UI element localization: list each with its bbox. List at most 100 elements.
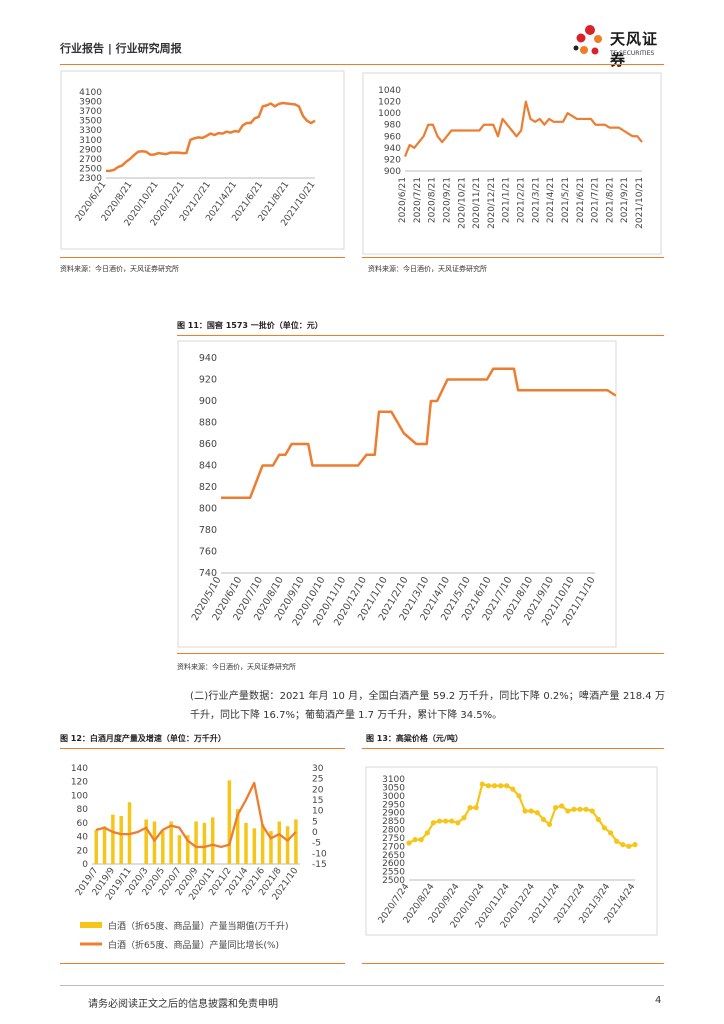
x-tick-label: 2020/9/21 xyxy=(442,177,452,223)
y-tick-label: 2650 xyxy=(382,851,405,861)
production-bar xyxy=(244,822,248,864)
report-header-title: 行业报告 | 行业研究周报 xyxy=(60,42,182,55)
fig13-title: 图 13：高粱价格（元/吨） xyxy=(366,734,463,743)
data-point xyxy=(443,818,449,824)
data-point xyxy=(516,793,522,799)
left-y-tick-label: 120 xyxy=(71,778,88,788)
y-tick-label: 900 xyxy=(199,396,217,407)
production-bar xyxy=(235,809,240,864)
y-tick-label: 2900 xyxy=(79,145,102,155)
y-tick-label: 1000 xyxy=(378,109,401,119)
left-y-tick-label: 140 xyxy=(71,764,88,774)
right-y-tick-label: 25 xyxy=(312,775,323,785)
y-tick-label: 840 xyxy=(199,461,217,472)
page-number: 4 xyxy=(655,995,662,1006)
data-point xyxy=(479,781,485,787)
x-tick-label: 2020/7/21 xyxy=(413,177,423,223)
data-point xyxy=(406,840,412,846)
y-tick-label: 2700 xyxy=(382,842,405,852)
data-point xyxy=(540,816,546,822)
y-tick-label: 2500 xyxy=(79,164,102,174)
y-tick-label: 960 xyxy=(384,132,401,142)
x-tick-label: 2021/4/21 xyxy=(546,177,556,223)
footer-rule xyxy=(60,985,664,986)
production-bar xyxy=(169,821,173,864)
fig12-title: 图 12：白酒月度产量及增速（单位：万千升） xyxy=(60,734,226,743)
production-bar xyxy=(194,821,198,864)
fig11-source: 资料来源：今日酒价，天风证券研究所 xyxy=(177,663,296,671)
data-point xyxy=(424,830,430,836)
x-tick-label: 2021/9/21 xyxy=(620,177,630,223)
y-tick-label: 2950 xyxy=(382,800,405,810)
fig12-bar-line-chart: 020406080100120140-15-10-505101520253020… xyxy=(71,764,327,951)
y-tick-label: 2300 xyxy=(79,174,102,184)
data-point xyxy=(626,843,632,849)
right-y-tick-label: -5 xyxy=(312,839,321,849)
production-bar xyxy=(177,835,182,864)
series-line xyxy=(106,101,316,173)
right-y-tick-label: 15 xyxy=(312,796,323,806)
top-left-source: 资料来源：今日酒价，天风证券研究所 xyxy=(60,265,179,273)
y-tick-label: 3300 xyxy=(79,126,102,136)
chart-frame xyxy=(365,766,658,936)
data-point xyxy=(412,837,418,843)
left-y-tick-label: 80 xyxy=(77,805,89,815)
flower-logo-icon xyxy=(573,25,602,55)
y-tick-label: 880 xyxy=(199,418,217,429)
y-tick-label: 3050 xyxy=(382,783,405,793)
y-tick-label: 820 xyxy=(199,482,217,493)
left-y-tick-label: 60 xyxy=(77,819,89,829)
growth-line xyxy=(95,781,297,849)
y-tick-label: 860 xyxy=(199,439,217,450)
data-point xyxy=(436,818,443,824)
x-tick-label: 2021/6/21 xyxy=(576,177,586,223)
x-tick-label: 2020/12/21 xyxy=(487,177,497,229)
series-line xyxy=(221,367,617,499)
y-tick-label: 2800 xyxy=(382,826,405,836)
header-rule xyxy=(60,64,664,65)
y-tick-label: 940 xyxy=(384,144,401,154)
fig13-line-chart: 2500255026002650270027502800285029002950… xyxy=(365,766,658,936)
data-point xyxy=(510,786,516,792)
data-point xyxy=(559,803,565,809)
x-tick-label: 2021/1/21 xyxy=(502,177,512,223)
production-bar xyxy=(285,826,290,864)
production-bar xyxy=(227,780,232,864)
data-point xyxy=(522,808,528,814)
y-tick-label: 800 xyxy=(199,504,217,515)
y-tick-label: 2700 xyxy=(79,155,102,165)
data-point xyxy=(589,808,595,814)
y-tick-label: 2550 xyxy=(382,868,405,878)
data-point xyxy=(528,808,534,814)
data-point xyxy=(504,783,510,789)
y-tick-label: 2750 xyxy=(382,834,405,844)
y-tick-label: 780 xyxy=(199,525,217,536)
right-y-tick-label: -15 xyxy=(312,860,327,870)
x-tick-label: 2021/10/21 xyxy=(635,177,645,229)
legend-line-label: 白酒（折65度、商品量）产量同比增长(%) xyxy=(108,939,279,951)
production-bar xyxy=(102,826,107,864)
production-bar xyxy=(202,822,207,864)
production-bar xyxy=(260,824,265,864)
legend-bar-swatch xyxy=(80,922,102,928)
data-point xyxy=(467,805,473,811)
right-y-tick-label: 5 xyxy=(312,817,318,827)
y-tick-label: 920 xyxy=(199,375,217,386)
data-point xyxy=(418,837,424,843)
brand-name-en: TF SECURITIES xyxy=(610,50,655,57)
data-point xyxy=(485,783,492,789)
fig11-title: 图 11：国窖 1573 一批价（单位：元） xyxy=(177,321,323,330)
data-point xyxy=(534,810,540,816)
production-bar xyxy=(144,819,148,864)
y-tick-label: 4100 xyxy=(79,88,102,98)
data-point xyxy=(620,842,626,848)
right-y-tick-label: 20 xyxy=(312,785,324,795)
production-bar xyxy=(161,831,165,864)
data-point xyxy=(498,783,504,789)
series-line xyxy=(403,100,643,157)
y-tick-label: 3100 xyxy=(382,775,405,785)
x-tick-label: 2020/6/21 xyxy=(398,177,408,223)
production-bar xyxy=(94,829,98,864)
fig12-bottom-rule xyxy=(60,963,345,964)
